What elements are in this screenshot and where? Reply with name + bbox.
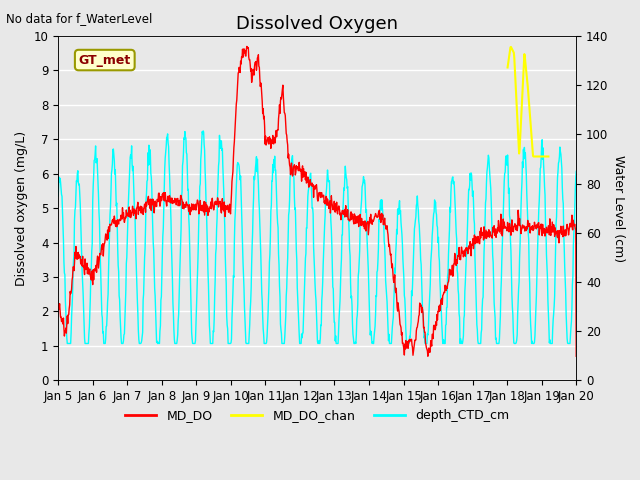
Y-axis label: Water Level (cm): Water Level (cm) [612,155,625,262]
Text: No data for f_WaterLevel: No data for f_WaterLevel [6,12,153,25]
Title: Dissolved Oxygen: Dissolved Oxygen [236,15,398,33]
Y-axis label: Dissolved oxygen (mg/L): Dissolved oxygen (mg/L) [15,131,28,286]
Legend: MD_DO, MD_DO_chan, depth_CTD_cm: MD_DO, MD_DO_chan, depth_CTD_cm [120,405,515,428]
Text: GT_met: GT_met [79,54,131,67]
